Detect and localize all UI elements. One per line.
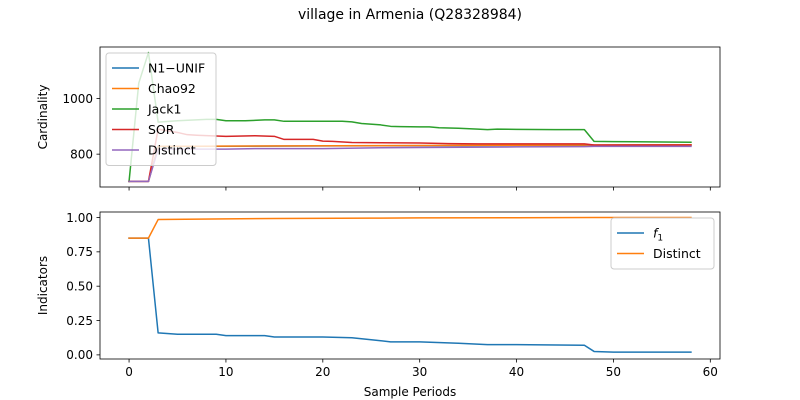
y-tick-label: 1000: [62, 92, 93, 106]
legend-label: N1−UNIF: [148, 61, 205, 76]
legend-label: Distinct: [148, 143, 196, 158]
x-tick-label: 40: [509, 365, 524, 379]
x-tick-label: 50: [606, 365, 621, 379]
legend-label: f1: [653, 226, 663, 244]
legend: f1 Distinct: [610, 217, 715, 270]
legend-label: SOR: [148, 122, 175, 137]
legend-label: Distinct: [653, 246, 701, 261]
chart-title: village in Armenia (Q28328984): [298, 7, 522, 23]
legend-box: [105, 52, 217, 166]
plot-frame: [99, 46, 721, 188]
y-axis-label: Cardinality: [36, 85, 50, 150]
y-tick-label: 0.00: [66, 348, 93, 362]
x-tick-label: 10: [218, 365, 233, 379]
x-tick-label: 60: [703, 365, 718, 379]
y-axis-label: Indicators: [36, 256, 50, 315]
plot-frame: [99, 211, 721, 360]
x-tick-label: 30: [412, 365, 427, 379]
series-line-1: [128, 216, 692, 239]
y-tick-label: 0.25: [66, 314, 93, 328]
legend-label: Chao92: [148, 81, 196, 96]
cardinality-panel: 800 1000 Cardinality N1−UNIF Chao92 Jack1 SOR D…: [36, 46, 721, 191]
legend: N1−UNIF Chao92 Jack1 SOR Distinct: [105, 52, 217, 166]
y-tick-label: 1.00: [66, 211, 93, 225]
x-tick-label: 20: [315, 365, 330, 379]
legend-box: [610, 217, 715, 270]
legend-label: Jack1: [147, 102, 181, 117]
y-tick-label: 800: [70, 147, 93, 161]
series-lines: [128, 216, 692, 353]
indicators-panel: 0 10 20 30 40 50 60 0.00 0.25 0.50 0.75 1.00 Indicat…: [36, 211, 721, 379]
x-tick-label: 0: [125, 365, 133, 379]
series-line-0: [128, 237, 692, 353]
x-axis-label: Sample Periods: [364, 385, 456, 399]
y-tick-label: 0.50: [66, 279, 93, 293]
y-tick-label: 0.75: [66, 245, 93, 259]
